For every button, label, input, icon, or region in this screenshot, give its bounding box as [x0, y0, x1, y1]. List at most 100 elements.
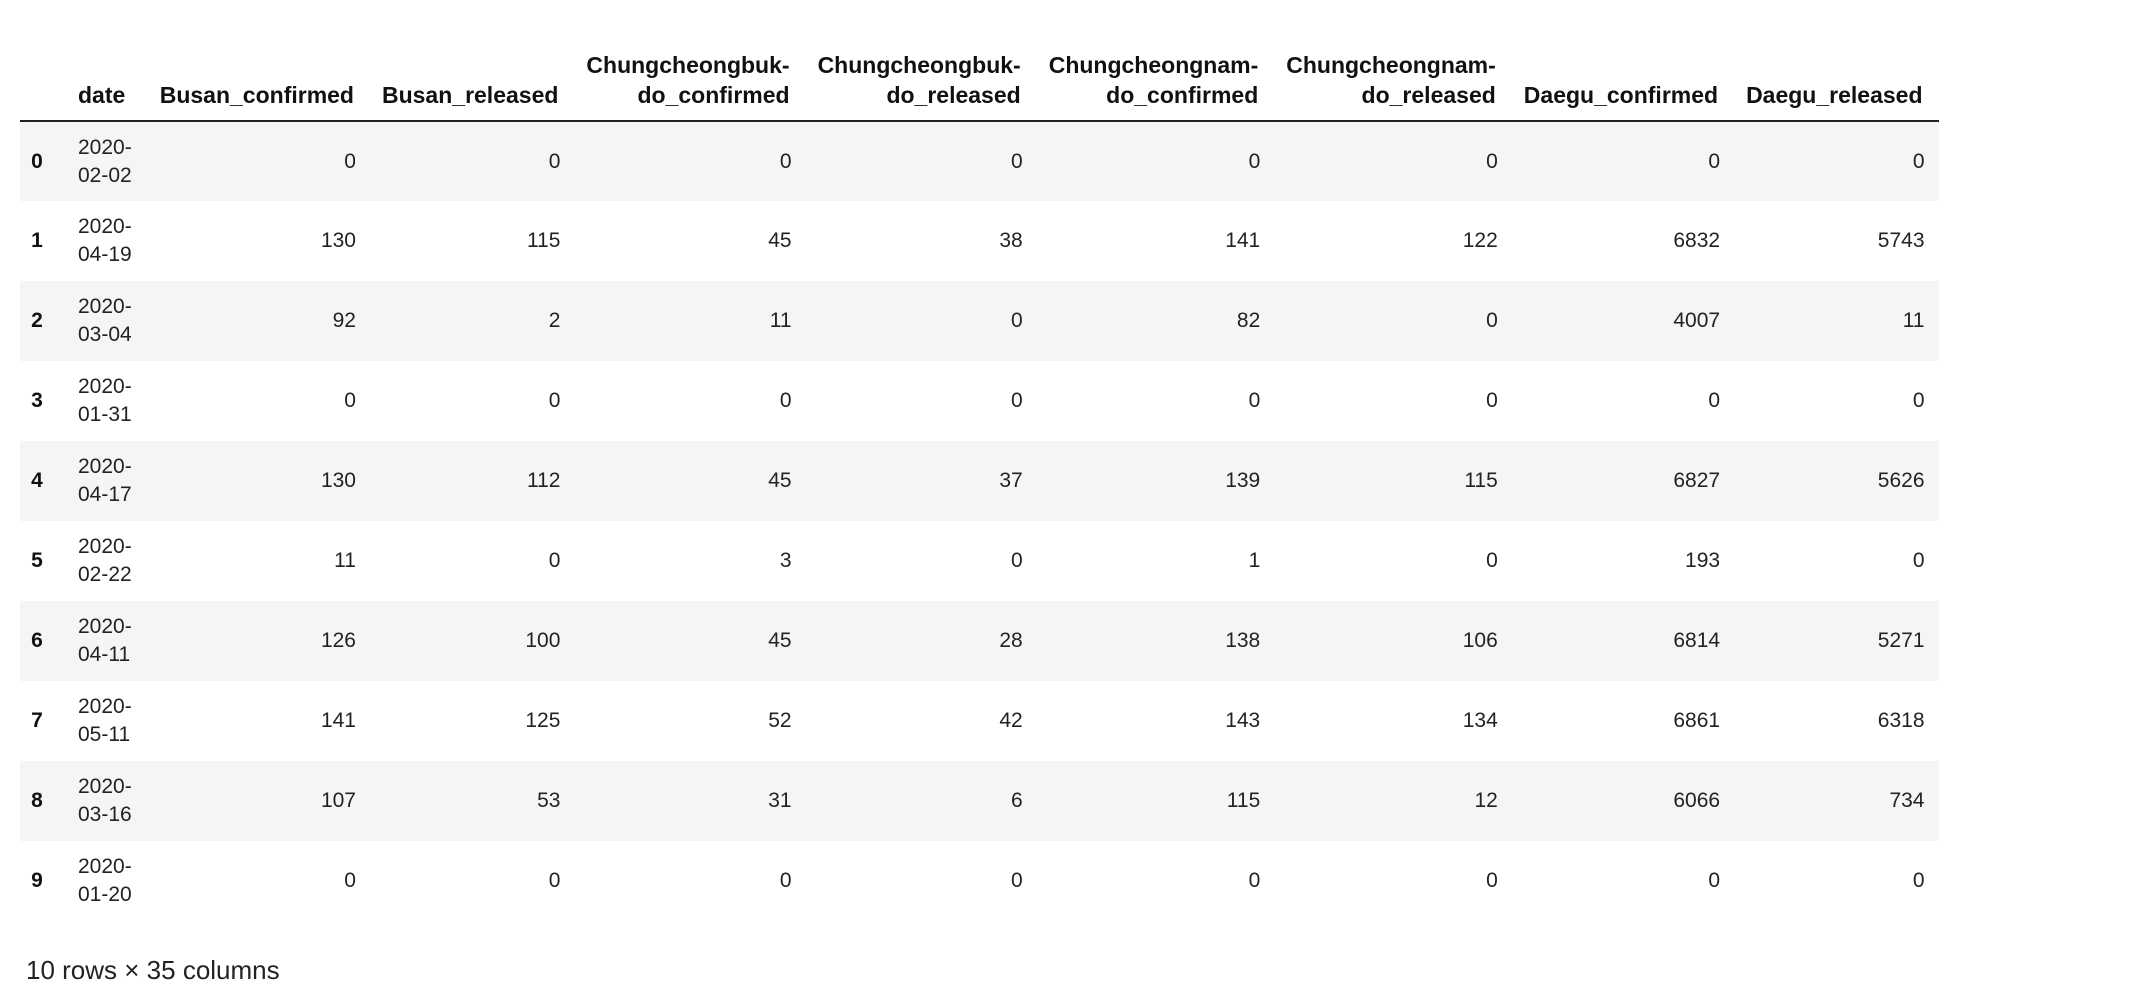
column-header: Busan_released	[369, 44, 575, 122]
table-header: date Busan_confirmed Busan_released Chungch…	[20, 44, 1939, 122]
date-cell-text: 2020-	[78, 215, 132, 238]
value-cell: 143	[1225, 709, 1261, 732]
row-index: 2	[31, 309, 43, 332]
row-index: 5	[31, 549, 43, 572]
column-header: Chungcheongnam-do_confirmed	[1036, 44, 1275, 122]
value-cell: 0	[1011, 389, 1023, 412]
value-cell: 107	[320, 789, 356, 812]
date-cell: 2020- 04-19	[54, 201, 148, 281]
value-cell: 106	[1462, 629, 1498, 652]
value-cell: 3	[779, 549, 792, 572]
date-cell: 2020- 03-16	[54, 761, 148, 841]
value-cell: 0	[548, 149, 561, 173]
date-column-header: date	[54, 44, 148, 122]
value-cell: 42	[999, 709, 1023, 732]
date-cell-text: 2020-	[78, 375, 132, 398]
value-cell: 0	[1248, 389, 1261, 412]
value-cell: 0	[779, 389, 792, 412]
date-cell-text: 01-20	[78, 883, 132, 906]
dataframe-shape-label: 10 rows × 35 columns	[26, 955, 280, 985]
value-cell: 5626	[1877, 469, 1925, 492]
table-row: 5 2020- 02-22 11 0 3 0 1 0 193 0	[20, 521, 1939, 601]
value-cell: 0	[1011, 149, 1023, 173]
value-cell: 6814	[1673, 629, 1721, 652]
value-cell: 2	[548, 309, 561, 332]
value-cell: 6827	[1673, 469, 1721, 492]
value-cell: 115	[1464, 469, 1498, 492]
date-cell: 2020- 03-04	[54, 281, 148, 361]
value-cell: 130	[320, 229, 356, 252]
row-index: 1	[31, 229, 43, 252]
value-cell: 37	[999, 469, 1023, 492]
value-cell: 134	[1462, 709, 1498, 732]
row-index: 4	[31, 469, 43, 492]
value-cell: 0	[779, 869, 792, 892]
column-header-text: Busan_confirmed	[159, 82, 354, 108]
date-cell-text: 2020-	[78, 295, 132, 318]
value-cell: 82	[1236, 309, 1261, 332]
column-header-text: Chungcheongnam-	[1286, 52, 1496, 78]
date-cell: 2020- 02-22	[54, 521, 148, 601]
value-cell: 11	[769, 309, 792, 332]
value-cell: 0	[344, 869, 356, 892]
header-row: date Busan_confirmed Busan_released Chungch…	[20, 44, 1939, 122]
value-cell: 0	[344, 389, 356, 412]
table-row: 2 2020- 03-04 92 2 11 0 82 0 4007 11	[20, 281, 1939, 361]
table-row: 1 2020- 04-19 130 115 45 38 141 122 6832 5743	[20, 201, 1939, 281]
value-cell: 0	[1486, 149, 1498, 173]
value-cell: 0	[1912, 389, 1925, 412]
row-index: 9	[31, 869, 43, 892]
date-cell-text: 02-02	[78, 163, 132, 187]
column-header: Daegu_confirmed	[1511, 44, 1735, 122]
table-row: 0 2020- 02-02 0 0 0 0 0 0 0 0	[20, 121, 1939, 201]
value-cell: 0	[548, 389, 561, 412]
value-cell: 0	[1912, 869, 1925, 892]
column-header-text: Daegu_confirmed	[1523, 82, 1719, 108]
value-cell: 122	[1462, 229, 1498, 252]
column-header-text: do_released	[1361, 82, 1496, 108]
table-row: 8 2020- 03-16 107 53 31 6 115 12 6066 734	[20, 761, 1939, 841]
value-cell: 0	[1912, 149, 1925, 173]
value-cell: 6	[1011, 789, 1023, 812]
date-cell-text: 2020-	[78, 615, 132, 638]
date-cell-text: 2020-	[78, 855, 132, 878]
value-cell: 6066	[1673, 789, 1721, 812]
value-cell: 0	[779, 149, 792, 173]
value-cell: 5743	[1877, 229, 1925, 252]
value-cell: 6832	[1673, 229, 1721, 252]
value-cell: 45	[768, 229, 792, 252]
value-cell: 125	[525, 709, 561, 732]
value-cell: 6318	[1877, 709, 1925, 732]
value-cell: 0	[1486, 869, 1498, 892]
value-cell: 100	[525, 629, 561, 652]
column-header-text: do_confirmed	[637, 82, 790, 108]
value-cell: 45	[768, 469, 792, 492]
date-cell: 2020- 02-02	[54, 121, 148, 201]
date-cell: 2020- 01-31	[54, 361, 148, 441]
value-cell: 11	[334, 549, 356, 572]
date-cell-text: 04-19	[78, 243, 132, 266]
column-header-text: Chungcheongnam-	[1048, 52, 1259, 78]
value-cell: 0	[1011, 549, 1023, 572]
date-cell-text: 2020-	[78, 455, 132, 478]
value-cell: 11	[1902, 309, 1925, 332]
date-cell-text: 05-11	[78, 723, 131, 746]
date-cell-text: 2020-	[78, 775, 132, 798]
date-cell: 2020- 04-11	[54, 601, 148, 681]
date-cell-text: 01-31	[78, 403, 132, 426]
value-cell: 130	[320, 469, 356, 492]
value-cell: 138	[1225, 629, 1261, 652]
dataframe-table: date Busan_confirmed Busan_released Chungch…	[20, 44, 1939, 921]
date-cell-text: 02-22	[78, 563, 132, 586]
value-cell: 5271	[1877, 629, 1925, 652]
row-index: 7	[31, 709, 43, 732]
value-cell: 112	[526, 469, 561, 492]
value-cell: 0	[1708, 149, 1721, 173]
column-header: Busan_confirmed	[147, 44, 370, 122]
value-cell: 0	[1011, 309, 1023, 332]
column-header-text: do_released	[886, 82, 1021, 108]
column-header-text: Chungcheongbuk-	[586, 52, 790, 78]
index-column-header	[20, 44, 54, 122]
value-cell: 52	[768, 709, 792, 732]
date-cell-text: 03-16	[78, 803, 132, 826]
